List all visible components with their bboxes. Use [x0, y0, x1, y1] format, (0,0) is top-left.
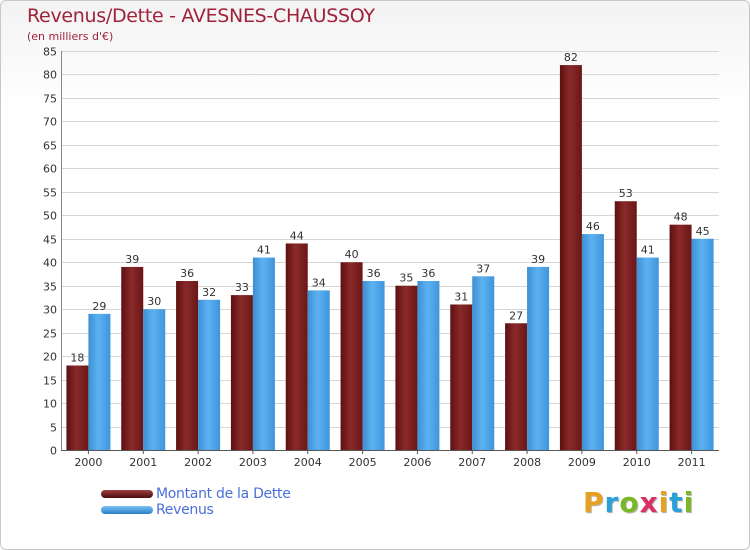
data-label-revenus-2005: 36 [367, 267, 381, 280]
y-tick-label: 0 [50, 445, 57, 458]
bar-dette-2002 [176, 281, 199, 450]
y-tick-label: 25 [43, 328, 57, 341]
data-label-dette-2005: 40 [345, 248, 359, 261]
data-label-revenus-2004: 34 [312, 276, 326, 289]
logo-letter: i [658, 486, 670, 519]
data-label-dette-2011: 48 [674, 211, 688, 224]
legend-label-dette: Montant de la Dette [156, 486, 291, 502]
y-tick-label: 30 [43, 304, 57, 317]
data-label-dette-2000: 18 [70, 352, 84, 365]
y-tick-label: 85 [43, 46, 57, 59]
data-label-revenus-2002: 32 [202, 286, 216, 299]
x-tick-label: 2007 [458, 456, 486, 469]
x-tick-label: 2011 [678, 456, 706, 469]
bar-dette-2000 [66, 365, 89, 450]
logo-letter: o [619, 486, 640, 519]
y-tick-label: 75 [43, 93, 57, 106]
y-tick-label: 70 [43, 116, 57, 129]
x-tick-label: 2004 [294, 456, 322, 469]
bar-dette-2001 [121, 266, 144, 450]
data-label-revenus-2003: 41 [257, 244, 271, 257]
x-tick-label: 2008 [513, 456, 541, 469]
data-label-dette-2009: 82 [564, 51, 578, 64]
data-label-dette-2003: 33 [235, 281, 249, 294]
data-label-revenus-2008: 39 [531, 253, 545, 266]
bar-revenus-2008 [527, 266, 550, 450]
bar-dette-2010 [614, 201, 637, 450]
data-label-revenus-2000: 29 [92, 300, 106, 313]
x-tick-label: 2010 [623, 456, 651, 469]
y-tick-label: 60 [43, 163, 57, 176]
data-label-revenus-2011: 45 [696, 225, 710, 238]
bar-revenus-2003 [252, 257, 275, 450]
bar-revenus-2001 [143, 309, 166, 450]
bar-dette-2004 [285, 243, 308, 450]
y-tick-label: 40 [43, 257, 57, 270]
bar-revenus-2006 [417, 281, 440, 450]
y-tick-label: 55 [43, 187, 57, 200]
data-label-dette-2001: 39 [125, 253, 139, 266]
bar-revenus-2007 [472, 276, 495, 450]
x-tick-label: 2001 [129, 456, 157, 469]
x-tick-label: 2009 [568, 456, 596, 469]
x-tick-label: 2005 [349, 456, 377, 469]
data-label-revenus-2009: 46 [586, 220, 600, 233]
x-tick-label: 2003 [239, 456, 267, 469]
logo-letter: x [639, 486, 659, 519]
bar-dette-2006 [395, 285, 418, 450]
data-label-revenus-2001: 30 [147, 295, 161, 308]
bar-dette-2007 [450, 304, 473, 450]
logo-letter: t [669, 486, 684, 519]
y-tick-label: 80 [43, 69, 57, 82]
y-tick-label: 50 [43, 210, 57, 223]
bar-dette-2008 [505, 323, 528, 450]
logo-letter: P [583, 486, 605, 519]
legend-swatch-revenus [101, 506, 153, 514]
bar-revenus-2000 [88, 313, 111, 450]
bar-revenus-2010 [636, 257, 659, 450]
chart-subtitle: (en milliers d'€) [27, 30, 114, 43]
bar-revenus-2009 [581, 234, 604, 450]
y-tick-label: 15 [43, 375, 57, 388]
bar-revenus-2011 [691, 238, 714, 450]
logo-letter: i [683, 486, 695, 519]
bar-revenus-2004 [307, 290, 330, 450]
logo-letter: r [604, 486, 620, 519]
y-tick-label: 65 [43, 140, 57, 153]
y-tick-label: 10 [43, 398, 57, 411]
x-tick-label: 2002 [184, 456, 212, 469]
y-tick-label: 45 [43, 234, 57, 247]
legend-swatch-dette [101, 490, 153, 498]
data-label-dette-2008: 27 [509, 309, 523, 322]
bar-dette-2009 [559, 65, 582, 451]
y-tick-label: 20 [43, 351, 57, 364]
bar-dette-2011 [669, 224, 692, 450]
data-label-dette-2004: 44 [290, 229, 304, 242]
data-label-revenus-2010: 41 [641, 244, 655, 257]
y-tick-label: 35 [43, 281, 57, 294]
data-label-revenus-2007: 37 [476, 262, 490, 275]
proxiti-logo: Proxiti [583, 486, 694, 519]
data-label-revenus-2006: 36 [421, 267, 435, 280]
bar-dette-2005 [340, 262, 363, 450]
data-label-dette-2006: 35 [399, 272, 413, 285]
bar-revenus-2002 [198, 299, 221, 450]
x-tick-label: 2000 [74, 456, 102, 469]
y-tick-label: 5 [50, 422, 57, 435]
data-label-dette-2007: 31 [454, 290, 468, 303]
data-label-dette-2010: 53 [619, 187, 633, 200]
data-label-dette-2002: 36 [180, 267, 194, 280]
bar-revenus-2005 [362, 281, 385, 450]
legend-label-revenus: Revenus [156, 502, 214, 518]
chart-title: Revenus/Dette - AVESNES-CHAUSSOY [27, 5, 375, 27]
bar-dette-2003 [230, 295, 253, 450]
x-tick-label: 2006 [403, 456, 431, 469]
